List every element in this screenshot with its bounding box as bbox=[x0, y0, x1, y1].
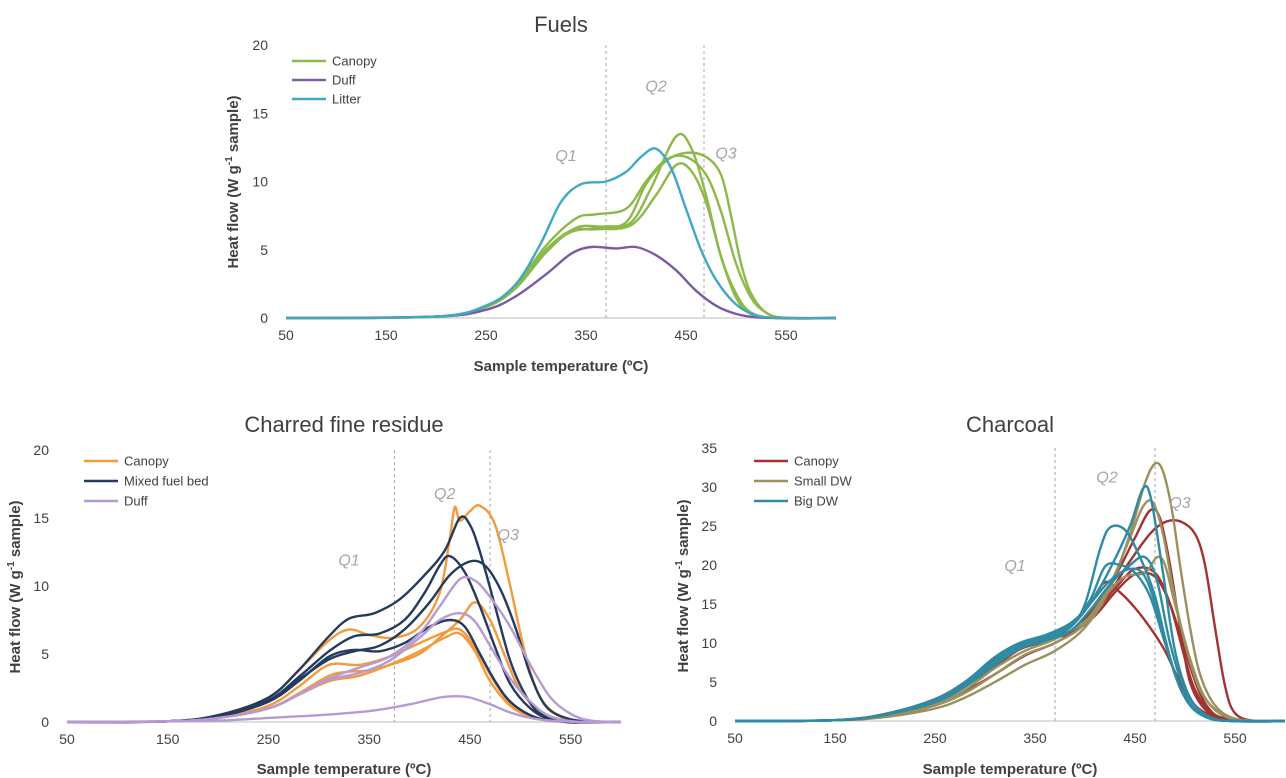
legend-label: Small DW bbox=[794, 474, 853, 489]
y-tick-label: 15 bbox=[252, 105, 268, 121]
x-tick-label: 550 bbox=[559, 731, 583, 747]
series-line-canopy bbox=[285, 162, 837, 320]
legend-label: Duff bbox=[124, 494, 148, 509]
region-label: Q1 bbox=[338, 553, 359, 570]
y-axis-label-main: Heat flow (W g bbox=[7, 570, 24, 673]
series-line-big-dw bbox=[734, 555, 1286, 723]
legend-label: Canopy bbox=[332, 54, 377, 69]
x-tick-label: 50 bbox=[59, 731, 75, 747]
region-label: Q3 bbox=[498, 527, 519, 544]
region-label: Q2 bbox=[1096, 469, 1117, 486]
y-tick-label: 15 bbox=[701, 596, 717, 612]
y-tick-label: 30 bbox=[701, 479, 717, 495]
series-line-duff bbox=[66, 575, 622, 724]
y-axis-label-superscript: -1 bbox=[6, 561, 17, 570]
legend-label: Litter bbox=[332, 92, 362, 107]
x-tick-label: 150 bbox=[374, 327, 398, 343]
y-axis-label-main: Heat flow (W g bbox=[675, 569, 692, 672]
x-axis-label: Sample temperature (ºC) bbox=[257, 761, 432, 778]
y-axis-label: Heat flow (W g-1 sample) bbox=[224, 95, 242, 268]
legend-label: Mixed fuel bed bbox=[124, 474, 209, 489]
series-line-litter bbox=[285, 147, 837, 320]
y-axis-label-superscript: -1 bbox=[674, 560, 685, 569]
x-tick-label: 550 bbox=[1223, 730, 1247, 746]
chart-title: Fuels bbox=[534, 12, 588, 37]
series-line-small-dw bbox=[734, 461, 1286, 723]
x-tick-label: 50 bbox=[727, 730, 743, 746]
x-tick-label: 350 bbox=[358, 731, 382, 747]
y-axis-label-main: Heat flow (W g bbox=[225, 165, 242, 268]
x-tick-label: 550 bbox=[774, 327, 798, 343]
y-axis-label-end: sample) bbox=[7, 500, 24, 561]
x-axis-label: Sample temperature (ºC) bbox=[923, 761, 1098, 778]
y-axis-label-superscript: -1 bbox=[224, 156, 235, 165]
series-line-mixed-fuel-bed bbox=[66, 554, 622, 724]
chart-title: Charred fine residue bbox=[244, 412, 443, 437]
y-tick-label: 35 bbox=[701, 440, 717, 456]
region-label: Q3 bbox=[1169, 495, 1190, 512]
legend: Canopy Duff Litter bbox=[292, 54, 377, 107]
series-line-mixed-fuel-bed bbox=[66, 515, 622, 724]
region-label: Q2 bbox=[645, 78, 666, 95]
legend-label: Canopy bbox=[124, 454, 169, 469]
series-line-small-dw bbox=[734, 555, 1286, 723]
series-line-duff bbox=[66, 695, 622, 724]
series-line-canopy bbox=[285, 132, 837, 320]
y-axis-label: Heat flow (W g-1 sample) bbox=[674, 499, 692, 672]
y-tick-label: 5 bbox=[41, 646, 49, 662]
chart-panel-1: Fuels 50 150 250 350 450 550 0 5 10 15 20 Sample tem… bbox=[224, 12, 837, 375]
x-tick-label: 450 bbox=[458, 731, 482, 747]
x-tick-label: 50 bbox=[278, 327, 294, 343]
y-axis-label-end: sample) bbox=[675, 499, 692, 560]
series-line-canopy bbox=[66, 601, 622, 724]
x-tick-label: 450 bbox=[674, 327, 698, 343]
legend-label: Big DW bbox=[794, 494, 839, 509]
region-label: Q2 bbox=[434, 486, 455, 503]
chart-panel-3: Charcoal 50 150 250 350 450 550 0 5 10 15 20 25 30 35 S… bbox=[674, 412, 1286, 778]
region-label: Q1 bbox=[1004, 558, 1025, 575]
y-tick-label: 0 bbox=[260, 310, 268, 326]
series-line-duff bbox=[66, 611, 622, 724]
x-tick-label: 250 bbox=[923, 730, 947, 746]
x-tick-label: 150 bbox=[823, 730, 847, 746]
x-tick-label: 150 bbox=[156, 731, 180, 747]
y-tick-label: 20 bbox=[252, 37, 268, 53]
chart-panel-2: Charred fine residue 50 150 250 350 450 550 0 5 1… bbox=[6, 412, 622, 778]
y-tick-label: 20 bbox=[33, 442, 49, 458]
x-tick-label: 450 bbox=[1123, 730, 1147, 746]
y-tick-label: 0 bbox=[41, 714, 49, 730]
series-line-big-dw bbox=[734, 484, 1286, 723]
x-tick-label: 350 bbox=[1023, 730, 1047, 746]
x-tick-label: 350 bbox=[574, 327, 598, 343]
y-tick-label: 5 bbox=[260, 242, 268, 258]
y-tick-label: 15 bbox=[33, 510, 49, 526]
y-tick-label: 10 bbox=[33, 578, 49, 594]
y-tick-label: 25 bbox=[701, 518, 717, 534]
region-label: Q3 bbox=[715, 145, 736, 162]
series-line-duff bbox=[285, 245, 837, 320]
y-axis-label-end: sample) bbox=[225, 95, 242, 156]
legend: Canopy Mixed fuel bed Duff bbox=[84, 454, 209, 509]
chart-title: Charcoal bbox=[966, 412, 1054, 437]
y-tick-label: 5 bbox=[709, 674, 717, 690]
y-axis-label: Heat flow (W g-1 sample) bbox=[6, 500, 24, 673]
series-line-canopy bbox=[734, 507, 1286, 723]
y-tick-label: 10 bbox=[252, 174, 268, 190]
series-line-mixed-fuel-bed bbox=[66, 559, 622, 724]
legend-label: Canopy bbox=[794, 454, 839, 469]
y-tick-label: 10 bbox=[701, 635, 717, 651]
y-tick-label: 0 bbox=[709, 713, 717, 729]
y-tick-label: 20 bbox=[701, 557, 717, 573]
region-label: Q1 bbox=[555, 148, 576, 165]
legend-label: Duff bbox=[332, 73, 356, 88]
series-line-small-dw bbox=[734, 499, 1286, 723]
legend: Canopy Small DW Big DW bbox=[754, 454, 853, 509]
x-tick-label: 250 bbox=[257, 731, 281, 747]
x-tick-label: 250 bbox=[474, 327, 498, 343]
x-axis-label: Sample temperature (ºC) bbox=[474, 358, 649, 375]
